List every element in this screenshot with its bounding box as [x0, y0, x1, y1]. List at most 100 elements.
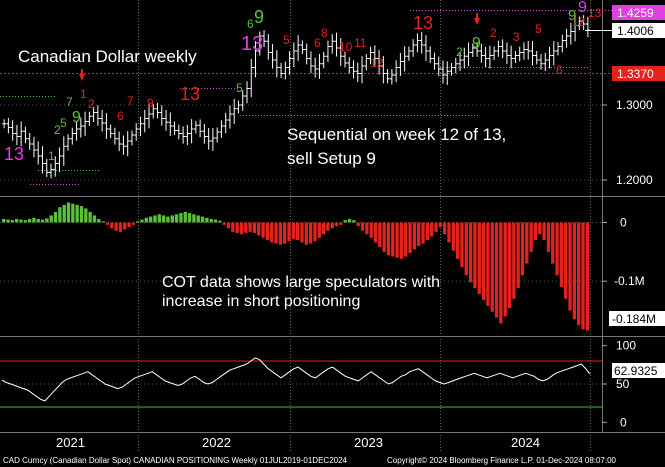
cot-bar	[278, 222, 283, 245]
ohlc-bar	[556, 42, 561, 56]
ohlc-bar	[189, 119, 194, 144]
cot-bar	[153, 215, 157, 223]
cot-bar	[131, 222, 136, 225]
cot-bar	[179, 213, 183, 223]
ohlc-bar	[539, 54, 543, 70]
ohlc-bar	[232, 98, 237, 124]
ohlc-bar	[274, 50, 279, 78]
ohlc-bar	[257, 31, 262, 56]
cot-bar	[235, 222, 239, 234]
td-label: 12	[572, 15, 586, 29]
ohlc-bar	[112, 127, 117, 145]
cot-bar	[464, 222, 468, 276]
cot-bar	[19, 219, 23, 223]
cot-annotation-line1: COT data shows large speculators with	[162, 274, 440, 291]
ohlc-bar	[61, 136, 66, 166]
cot-bar	[360, 222, 365, 231]
ohlc-bar	[83, 111, 88, 136]
cot-bar	[538, 222, 542, 235]
price-tick-label: 1.2000	[616, 173, 653, 187]
cot-bar	[97, 218, 101, 223]
cot-bar	[114, 222, 118, 231]
cot-bar	[507, 222, 512, 309]
ohlc-bar	[470, 43, 475, 57]
ohlc-bar	[406, 46, 411, 61]
price-annotation-line1: Sequential on week 12 of 13,	[287, 125, 506, 144]
ohlc-bar	[551, 41, 556, 66]
cot-bar	[533, 222, 538, 241]
ohlc-bar	[279, 63, 284, 78]
cot-bar	[347, 218, 352, 223]
cot-bar	[581, 222, 585, 330]
ohlc-bar	[181, 126, 186, 144]
ohlc-bar	[355, 62, 360, 83]
cot-bar	[300, 222, 304, 243]
svg-text:-0.184M: -0.184M	[612, 312, 656, 326]
ohlc-bar	[483, 46, 488, 68]
cot-bar	[257, 222, 261, 236]
td-label: 5	[60, 116, 67, 130]
ohlc-bar	[2, 119, 7, 129]
ohlc-bar	[317, 53, 322, 79]
cot-bar	[105, 222, 110, 225]
td-label: 9	[578, 0, 587, 16]
ohlc-bar	[53, 156, 58, 177]
ohlc-bar	[509, 45, 514, 69]
cot-bar	[404, 222, 408, 257]
ohlc-bar	[458, 52, 463, 71]
ohlc-bar	[14, 124, 19, 146]
cot-bar	[200, 216, 205, 223]
cot-bar	[192, 214, 196, 223]
cot-bar	[252, 222, 257, 234]
cot-bar	[218, 220, 222, 223]
cot-bar	[503, 222, 507, 317]
cot-bar	[187, 213, 192, 223]
cot-bar	[399, 222, 404, 259]
cot-bar	[239, 222, 244, 235]
td-arrows	[79, 13, 480, 81]
cot-tick-label: 0	[620, 215, 627, 229]
cot-bar	[551, 222, 555, 264]
ohlc-bar	[31, 136, 36, 158]
ohlc-bar	[176, 124, 181, 140]
td-label: 9	[472, 35, 481, 52]
ohlc-bar	[466, 42, 471, 67]
ohlc-bar	[147, 104, 151, 129]
ohlc-bar	[19, 121, 24, 147]
cot-bar	[49, 215, 53, 223]
cot-bar	[425, 222, 430, 241]
td-label: 1	[80, 87, 87, 101]
cot-bar	[455, 222, 460, 259]
cot-bar	[14, 218, 19, 223]
ohlc-bar	[415, 33, 420, 53]
ohlc-bar	[142, 109, 147, 133]
ohlc-bar	[172, 121, 177, 135]
td-label: 13	[588, 6, 602, 20]
cot-bar	[183, 211, 187, 223]
cot-bar	[572, 222, 577, 320]
cot-bar	[343, 220, 347, 223]
cot-bar	[32, 217, 36, 223]
x-label-2022: 2022	[202, 435, 231, 450]
td-label: 7	[66, 95, 73, 109]
cot-bar	[62, 204, 66, 223]
ohlc-bar	[151, 104, 156, 119]
rsi-axis-ticks: 100 50 0	[602, 339, 636, 429]
ohlc-bar	[377, 49, 382, 75]
ohlc-bar	[70, 127, 75, 145]
cot-bar	[174, 214, 179, 223]
ohlc-bar	[428, 46, 433, 63]
cot-bar	[499, 222, 503, 324]
cot-bar	[417, 222, 421, 246]
ohlc-bar	[568, 22, 573, 45]
svg-text:62.9325: 62.9325	[614, 364, 658, 378]
ohlc-bar	[492, 46, 497, 60]
ohlc-bar	[453, 57, 458, 74]
sell-arrow	[474, 13, 480, 25]
ohlc-bar	[547, 46, 552, 69]
ohlc-bar	[134, 123, 139, 141]
td-label: 9	[72, 109, 81, 126]
cot-bar	[196, 215, 200, 223]
ohlc-bar	[364, 54, 369, 71]
ohlc-bar	[513, 51, 518, 63]
